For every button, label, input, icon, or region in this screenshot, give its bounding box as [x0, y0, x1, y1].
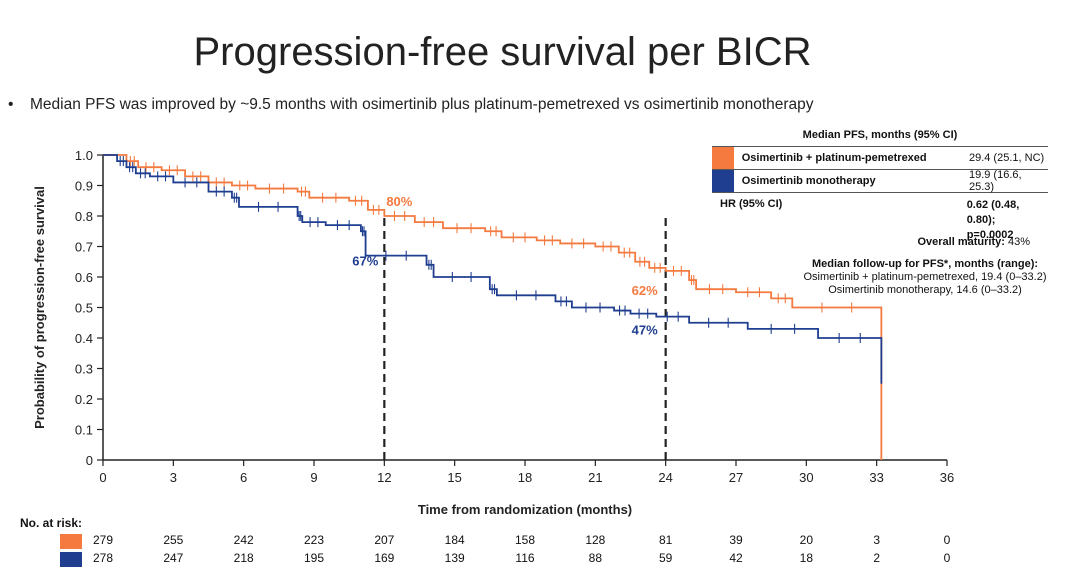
combo-swatch [712, 147, 734, 169]
x-tick-label: 0 [99, 470, 106, 485]
risk-swatch-combo [60, 534, 82, 549]
annotation-combo: 80% [386, 194, 412, 209]
risk-value-combo: 0 [943, 533, 951, 547]
x-tick-label: 6 [240, 470, 247, 485]
risk-value-mono: 59 [658, 551, 673, 565]
y-tick-label: 1.0 [75, 148, 93, 163]
series-combo [103, 154, 883, 460]
followup-line-mono: Osimertinib monotherapy, 14.6 (0–33.2) [828, 284, 1022, 296]
x-tick-label: 18 [518, 470, 532, 485]
annotation-combo: 62% [632, 283, 658, 298]
y-tick-label: 0 [86, 453, 93, 468]
x-tick-label: 3 [170, 470, 177, 485]
risk-value-mono: 247 [163, 551, 184, 565]
y-tick-label: 0.5 [75, 301, 93, 316]
hr-label: HR (95% CI) [720, 198, 783, 210]
risk-value-combo: 223 [303, 533, 325, 547]
risk-value-combo: 255 [163, 533, 184, 547]
x-axis-label: Time from randomization (months) [418, 502, 632, 517]
y-tick-label: 0.3 [75, 362, 93, 377]
x-tick-label: 9 [310, 470, 317, 485]
y-tick-label: 0.2 [75, 392, 93, 407]
x-tick-label: 21 [588, 470, 602, 485]
hazard-ratio-row: HR (95% CI) 0.62 (0.48, 0.80); p=0.0002 [712, 193, 1048, 243]
legend-name-combo: Osimertinib + platinum-pemetrexed [741, 152, 927, 164]
y-axis-label: Probability of progression-free survival [32, 186, 47, 429]
x-tick-label: 30 [799, 470, 813, 485]
legend-header: Median PFS, months (95% CI) [712, 126, 1048, 147]
annotation-mono: 47% [632, 323, 658, 338]
hr-value-line2: p=0.0002 [966, 229, 1014, 241]
series-mono [103, 154, 883, 384]
y-tick-label: 0.8 [75, 209, 93, 224]
risk-value-mono: 195 [303, 551, 325, 565]
key-finding-bullet: • Median PFS was improved by ~9.5 months … [8, 96, 814, 114]
risk-value-mono: 139 [444, 551, 465, 565]
risk-value-mono: 88 [588, 551, 603, 565]
risk-value-combo: 3 [873, 533, 880, 547]
legend-row-mono: Osimertinib monotherapy 19.9 (16.6, 25.3… [712, 169, 1048, 193]
key-finding-text: Median PFS was improved by ~9.5 months w… [30, 96, 814, 113]
x-tick-label: 36 [940, 470, 954, 485]
risk-value-combo: 279 [92, 533, 114, 547]
legend-row-combo: Osimertinib + platinum-pemetrexed 29.4 (… [712, 147, 1048, 170]
legend-table: Median PFS, months (95% CI) Osimertinib … [712, 126, 1048, 243]
risk-value-mono: 42 [729, 551, 743, 565]
risk-value-combo: 39 [729, 533, 743, 547]
page-title: Progression-free survival per BICR [193, 30, 812, 74]
followup-line-combo: Osimertinib + platinum-pemetrexed, 19.4 … [803, 271, 1047, 283]
legend-name-mono: Osimertinib monotherapy [741, 175, 876, 187]
risk-value-combo: 128 [585, 533, 606, 547]
risk-value-combo: 242 [233, 533, 254, 547]
legend-value-mono: 19.9 (16.6, 25.3) [968, 169, 1022, 193]
x-tick-label: 12 [377, 470, 391, 485]
bullet-marker: • [8, 96, 14, 113]
risk-value-mono: 169 [374, 551, 395, 565]
overall-maturity: Overall maturity: 43% [700, 236, 1030, 248]
risk-value-combo: 158 [514, 533, 536, 547]
y-tick-label: 0.4 [75, 331, 93, 346]
risk-value-combo: 184 [444, 533, 465, 547]
y-tick-label: 0.1 [75, 423, 93, 438]
risk-table-label: No. at risk: [20, 516, 83, 530]
y-tick-label: 0.7 [75, 240, 93, 255]
maturity-value: 43% [1007, 236, 1030, 248]
x-tick-label: 15 [447, 470, 461, 485]
risk-value-mono: 278 [92, 551, 114, 565]
median-followup: Median follow-up for PFS*, months (range… [760, 258, 1080, 297]
risk-value-mono: 2 [873, 551, 880, 565]
hr-value-line1: 0.62 (0.48, 0.80); [966, 199, 1020, 226]
annotation-mono: 67% [352, 254, 378, 269]
risk-value-mono: 218 [233, 551, 254, 565]
hr-value: 0.62 (0.48, 0.80); p=0.0002 [967, 198, 1048, 243]
y-tick-label: 0.6 [75, 270, 93, 285]
risk-value-mono: 0 [943, 551, 951, 565]
risk-value-mono: 18 [799, 551, 814, 565]
risk-value-combo: 81 [658, 533, 673, 547]
x-tick-label: 24 [658, 470, 672, 485]
mono-swatch [712, 170, 734, 192]
risk-value-mono: 116 [515, 551, 535, 565]
followup-header: Median follow-up for PFS*, months (range… [811, 258, 1039, 270]
legend-value-combo: 29.4 (25.1, NC) [968, 152, 1045, 164]
maturity-label: Overall maturity: [917, 236, 1005, 248]
risk-value-combo: 20 [799, 533, 814, 547]
x-tick-label: 33 [869, 470, 883, 485]
risk-swatch-mono [60, 552, 82, 567]
risk-value-combo: 207 [374, 533, 395, 547]
y-tick-label: 0.9 [75, 179, 93, 194]
x-tick-label: 27 [729, 470, 743, 485]
